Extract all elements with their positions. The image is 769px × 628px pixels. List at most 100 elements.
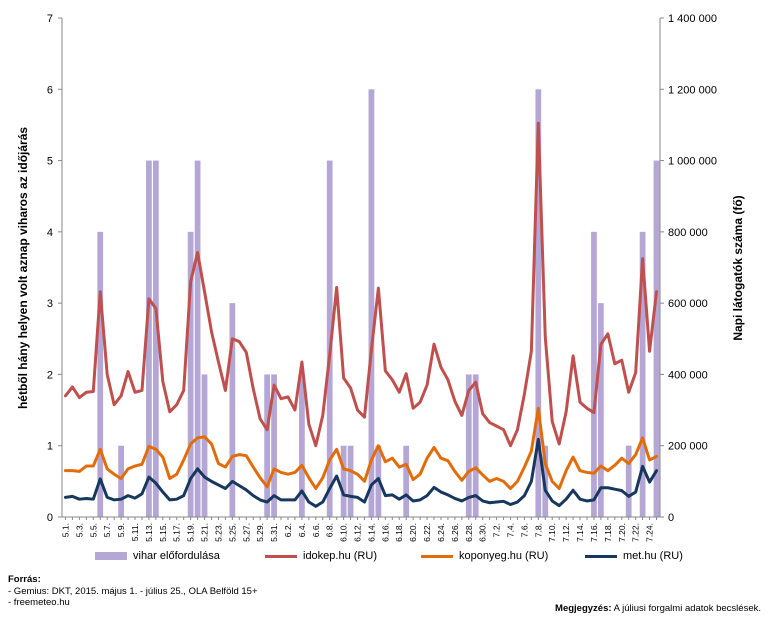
left-axis-title: hétből hány helyen volt aznap viharos az…: [16, 127, 30, 409]
chart-axes: [61, 18, 661, 518]
storm-bar: [403, 445, 410, 517]
source-line-1: - Gemius: DKT, 2015. május 1. - július 2…: [8, 585, 258, 597]
chart-legend: vihar előfordulása idokep.hu (RU) kopony…: [95, 550, 695, 566]
legend-item-methu: met.hu (RU): [585, 550, 683, 562]
storm-bar: [535, 89, 542, 517]
x-tick-label: 5.7.: [102, 523, 112, 537]
storm-bar: [326, 160, 333, 517]
left-tick-label: 1: [47, 441, 53, 453]
storm-bar: [653, 160, 660, 517]
legend-item-idokep: idokep.hu (RU): [265, 550, 377, 562]
x-tick-label: 7.20.: [617, 523, 627, 542]
storm-bar: [201, 374, 208, 517]
legend-label-idokep: idokep.hu (RU): [303, 550, 377, 562]
x-tick-label: 6.6.: [311, 523, 321, 537]
left-tick-label: 7: [47, 13, 53, 25]
x-tick-label: 5.11.: [130, 523, 140, 541]
combo-chart: 0 1 2 3 4 5 6 7 0 200 000 400 000 600 000 800 000 1 0…: [16, 13, 745, 542]
x-tick-label: 6.12.: [353, 523, 363, 542]
x-tick-label: 6.18.: [394, 523, 404, 542]
source-block: Forrás: - Gemius: DKT, 2015. május 1. - …: [8, 574, 258, 609]
legend-item-koponyeg: koponyeg.hu (RU): [421, 550, 548, 562]
source-title: Forrás:: [8, 574, 41, 585]
legend-swatch-idokep: [265, 554, 297, 558]
right-tick-label: 400 000: [668, 369, 708, 381]
x-tick-label: 5.9.: [116, 523, 126, 537]
right-axis-title: Napi látogatók száma (fő): [731, 195, 745, 340]
x-tick-label: 6.14.: [366, 523, 376, 542]
x-tick-label: 6.2.: [283, 523, 293, 537]
storm-bar: [465, 374, 472, 517]
x-tick-label: 5.27.: [241, 523, 251, 542]
storm-bar: [97, 231, 104, 518]
storm-bar: [472, 374, 479, 517]
note-text: A júliusi forgalmi adatok becslések.: [611, 603, 761, 614]
x-tick-label: 6.16.: [380, 523, 390, 542]
storm-bar: [146, 160, 152, 517]
x-tick-label: 7.12.: [561, 523, 571, 542]
note-label: Megjegyzés:: [555, 603, 612, 614]
storm-bar: [153, 160, 159, 517]
x-tick-label: 6.28.: [464, 523, 474, 542]
storm-bar: [340, 445, 347, 517]
x-tick-label: 5.25.: [227, 523, 237, 542]
left-tick-label: 0: [47, 512, 53, 524]
x-tick-label: 7.14.: [575, 523, 585, 542]
x-tick-label: 5.5.: [88, 523, 98, 537]
right-tick-label: 1 000 000: [668, 156, 717, 168]
legend-item-storm: vihar előfordulása: [95, 550, 220, 562]
left-tick-label: 3: [47, 298, 53, 310]
storm-bar: [368, 89, 375, 517]
x-tick-label: 7.8.: [533, 523, 543, 537]
x-tick-label: 6.20.: [408, 523, 418, 542]
x-tick-label: 6.8.: [325, 523, 335, 537]
storm-bar: [229, 303, 236, 517]
x-tick-label: 5.31.: [269, 523, 279, 542]
series-line: [63, 437, 659, 508]
axis-ticks: 0 1 2 3 4 5 6 7 0 200 000 400 000 600 000 800 000 1 0…: [47, 13, 717, 542]
storm-bar: [194, 160, 201, 517]
storm-bar: [264, 374, 270, 517]
x-tick-label: 5.29.: [255, 523, 265, 542]
legend-swatch-storm: [95, 552, 127, 560]
source-line-2: - freemeteo.hu: [8, 597, 70, 608]
x-tick-label: 6.10.: [339, 523, 349, 542]
legend-label-storm: vihar előfordulása: [133, 550, 220, 562]
x-tick-label: 7.4.: [506, 523, 516, 537]
x-tick-label: 7.24.: [645, 523, 655, 542]
x-tick-label: 7.2.: [492, 523, 502, 537]
series-line: [63, 121, 659, 448]
right-tick-label: 800 000: [668, 227, 708, 239]
legend-swatch-methu: [585, 554, 617, 558]
x-tick-label: 5.3.: [74, 523, 84, 537]
legend-swatch-koponyeg: [421, 554, 453, 558]
legend-label-koponyeg: koponyeg.hu (RU): [459, 550, 549, 562]
x-tick-label: 5.1.: [60, 523, 70, 537]
x-tick-label: 7.10.: [547, 523, 557, 542]
x-tick-label: 6.26.: [450, 523, 460, 542]
legend-label-methu: met.hu (RU): [623, 550, 683, 562]
storm-bar: [598, 303, 604, 517]
x-tick-label: 6.30.: [478, 523, 488, 542]
x-tick-label: 5.17.: [172, 523, 182, 542]
right-tick-label: 200 000: [668, 441, 708, 453]
storm-bar: [118, 445, 124, 517]
left-tick-label: 2: [47, 369, 53, 381]
x-tick-label: 7.18.: [603, 523, 613, 542]
storm-bar: [271, 374, 277, 517]
left-tick-label: 6: [47, 84, 53, 96]
storm-bar: [187, 231, 194, 518]
x-tick-label: 5.23.: [213, 523, 223, 542]
visitor-lines: [63, 121, 659, 508]
x-tick-label: 6.4.: [297, 523, 307, 537]
x-tick-label: 5.21.: [200, 523, 210, 542]
x-tick-label: 7.22.: [631, 523, 641, 542]
x-tick-label: 5.19.: [186, 523, 196, 542]
storm-bar: [625, 445, 632, 517]
right-tick-label: 0: [668, 512, 674, 524]
right-tick-label: 600 000: [668, 298, 708, 310]
storm-bar: [347, 445, 354, 517]
note-block: Megjegyzés: A júliusi forgalmi adatok be…: [555, 603, 761, 614]
storm-bar: [639, 231, 646, 518]
series-line: [63, 406, 659, 490]
